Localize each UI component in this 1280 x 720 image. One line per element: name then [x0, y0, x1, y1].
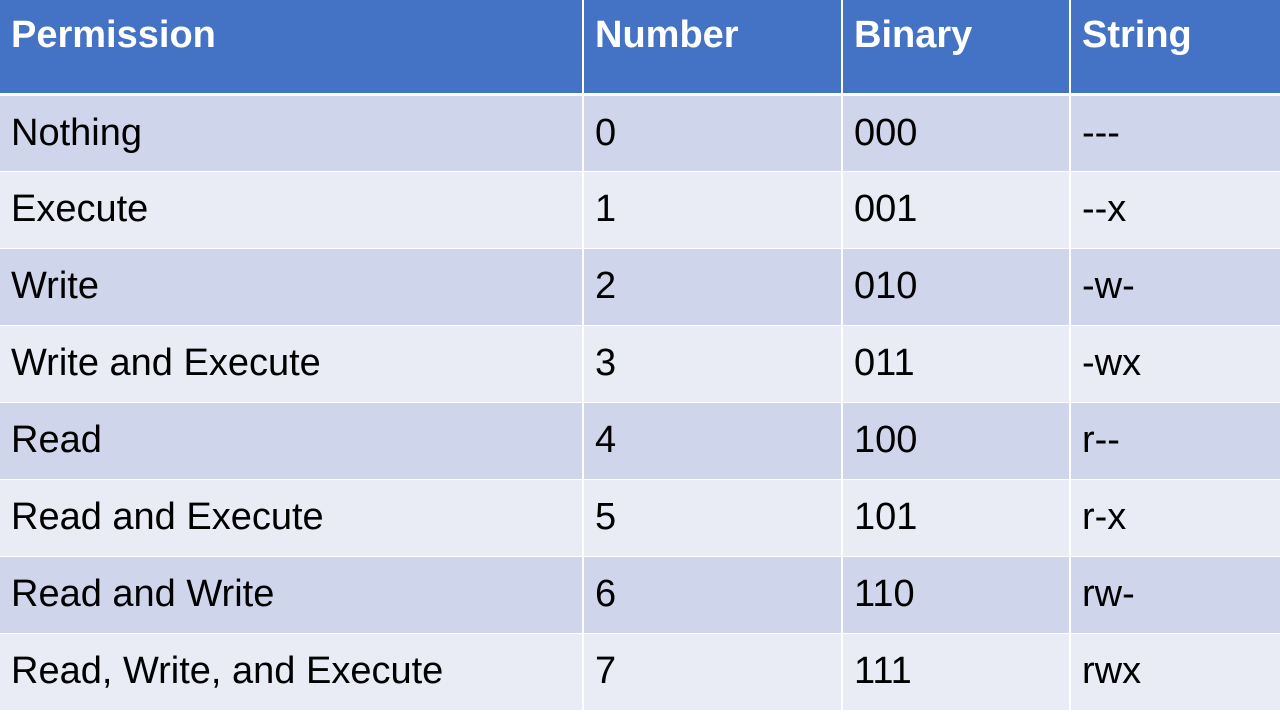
header-permission: Permission: [0, 0, 584, 96]
header-number: Number: [583, 0, 843, 96]
cell-binary: 000: [842, 94, 1071, 172]
cell-number: 3: [583, 325, 843, 403]
cell-string: --x: [1070, 171, 1280, 249]
cell-string: -w-: [1070, 248, 1280, 326]
cell-string: r--: [1070, 402, 1280, 480]
table-row: Execute 1 001 --x: [0, 171, 1280, 249]
table-row: Read 4 100 r--: [0, 402, 1280, 480]
header-string: String: [1070, 0, 1280, 96]
table-row: Nothing 0 000 ---: [0, 94, 1280, 172]
table-row: Write 2 010 -w-: [0, 248, 1280, 326]
cell-number: 4: [583, 402, 843, 480]
table-header-row: Permission Number Binary String: [0, 0, 1280, 96]
cell-permission: Read and Write: [0, 556, 584, 634]
table-row: Read and Write 6 110 rw-: [0, 556, 1280, 634]
cell-permission: Nothing: [0, 94, 584, 172]
cell-binary: 111: [842, 633, 1071, 711]
header-binary: Binary: [842, 0, 1071, 96]
cell-string: -wx: [1070, 325, 1280, 403]
table-row: Read and Execute 5 101 r-x: [0, 479, 1280, 557]
cell-number: 6: [583, 556, 843, 634]
table-row: Write and Execute 3 011 -wx: [0, 325, 1280, 403]
cell-permission: Read and Execute: [0, 479, 584, 557]
cell-permission: Write: [0, 248, 584, 326]
cell-string: rwx: [1070, 633, 1280, 711]
cell-binary: 110: [842, 556, 1071, 634]
cell-binary: 100: [842, 402, 1071, 480]
cell-number: 7: [583, 633, 843, 711]
cell-number: 2: [583, 248, 843, 326]
cell-number: 5: [583, 479, 843, 557]
cell-permission: Read: [0, 402, 584, 480]
cell-number: 1: [583, 171, 843, 249]
cell-permission: Execute: [0, 171, 584, 249]
cell-number: 0: [583, 94, 843, 172]
cell-binary: 010: [842, 248, 1071, 326]
cell-string: r-x: [1070, 479, 1280, 557]
cell-string: ---: [1070, 94, 1280, 172]
cell-permission: Read, Write, and Execute: [0, 633, 584, 711]
cell-permission: Write and Execute: [0, 325, 584, 403]
cell-binary: 011: [842, 325, 1071, 403]
cell-string: rw-: [1070, 556, 1280, 634]
cell-binary: 001: [842, 171, 1071, 249]
table-row: Read, Write, and Execute 7 111 rwx: [0, 633, 1280, 711]
cell-binary: 101: [842, 479, 1071, 557]
